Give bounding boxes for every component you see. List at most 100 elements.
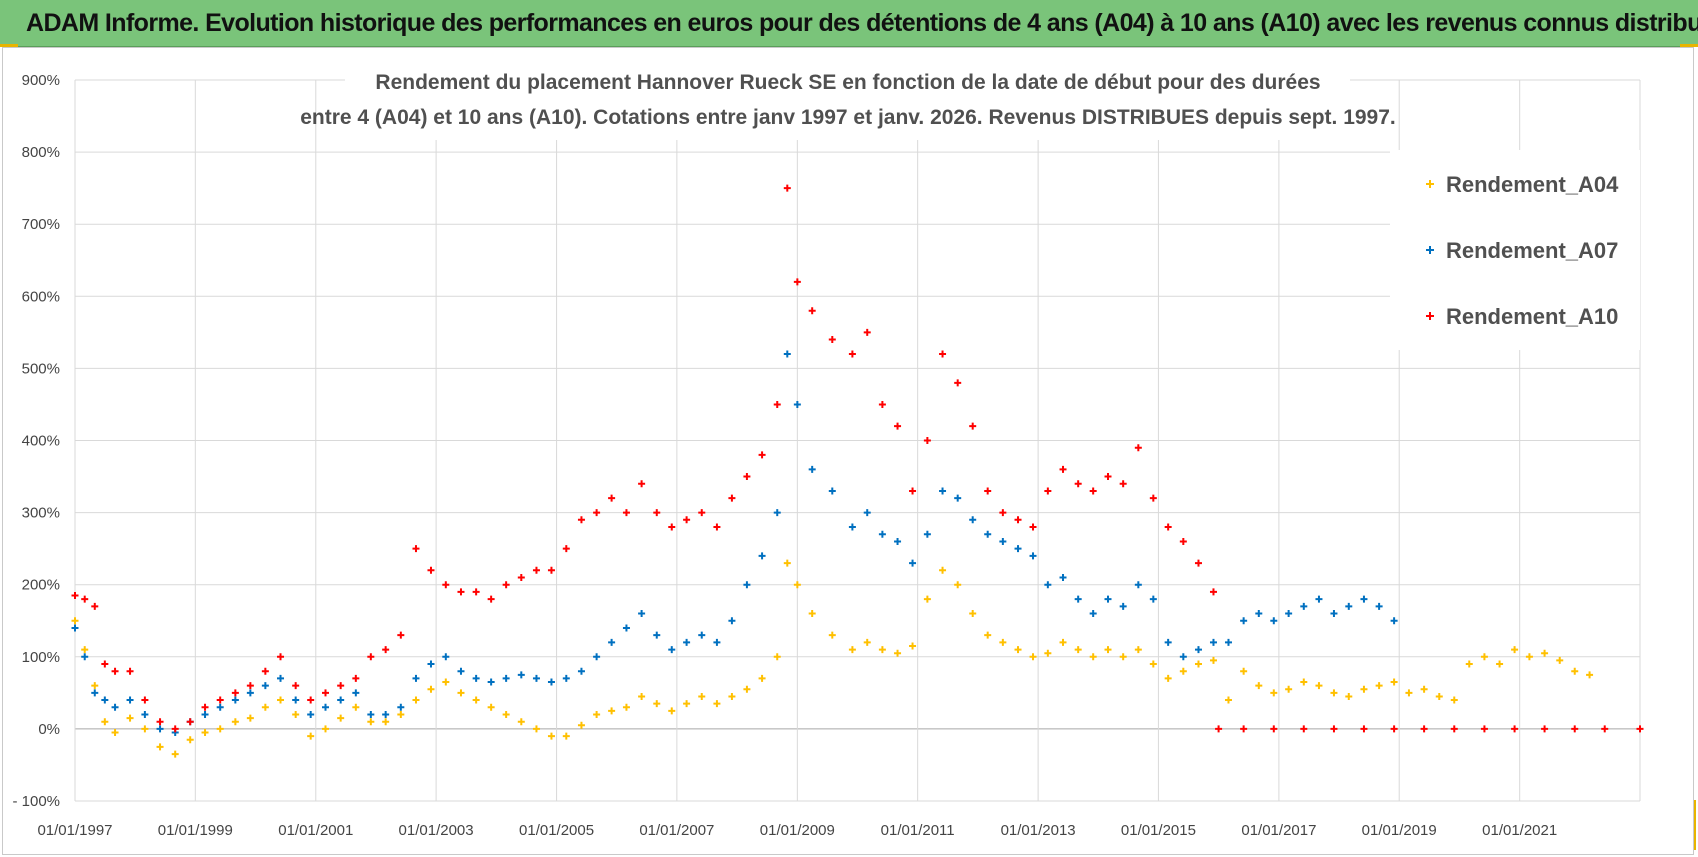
data-point [683, 516, 691, 524]
data-point [713, 523, 721, 531]
data-point [367, 718, 375, 726]
data-point [1541, 649, 1549, 657]
chart-title-line-1: Rendement du placement Hannover Rueck SE… [375, 71, 1320, 94]
data-point [1360, 725, 1368, 733]
data-point [1164, 638, 1172, 646]
x-tick-label: 01/01/2021 [1482, 822, 1557, 839]
x-tick-label: 01/01/1997 [37, 822, 112, 839]
data-point [171, 725, 179, 733]
data-point [352, 703, 360, 711]
data-point [793, 278, 801, 286]
data-point [1044, 487, 1052, 495]
data-point [1164, 523, 1172, 531]
data-point [1014, 545, 1022, 553]
data-point [878, 400, 886, 408]
data-point [71, 592, 79, 600]
data-point [397, 631, 405, 639]
data-point [939, 566, 947, 574]
data-point [472, 696, 480, 704]
data-point [863, 328, 871, 336]
data-point [292, 682, 300, 690]
data-point [954, 494, 962, 502]
x-tick-label: 01/01/2001 [278, 822, 353, 839]
data-point [848, 646, 856, 654]
data-point [713, 638, 721, 646]
data-point [1179, 667, 1187, 675]
x-axis: 01/01/1997 01/01/1999 01/01/2001 01/01/2003… [37, 822, 1557, 839]
x-tick-label: 01/01/2019 [1362, 822, 1437, 839]
data-point [71, 624, 79, 632]
data-point [1134, 581, 1142, 589]
data-point [743, 581, 751, 589]
data-point [277, 674, 285, 682]
data-point [457, 667, 465, 675]
data-point [412, 674, 420, 682]
data-point [201, 729, 209, 737]
data-points [71, 184, 1644, 758]
data-point [1420, 685, 1428, 693]
data-point [156, 725, 164, 733]
data-point [828, 487, 836, 495]
data-point [1315, 595, 1323, 603]
data-point [352, 689, 360, 697]
data-point [101, 660, 109, 668]
data-point [1345, 602, 1353, 610]
data-point [81, 595, 89, 603]
data-point [863, 638, 871, 646]
data-point [783, 350, 791, 358]
data-point [1179, 537, 1187, 545]
data-point [1059, 638, 1067, 646]
data-point [412, 545, 420, 553]
y-tick-label: 200% [22, 577, 60, 594]
x-tick-label: 01/01/1999 [158, 822, 233, 839]
data-point [1270, 689, 1278, 697]
data-point [1224, 696, 1232, 704]
data-point [1044, 649, 1052, 657]
data-point [638, 692, 646, 700]
data-point [547, 566, 555, 574]
chart-title-line-2: entre 4 (A04) et 10 ans (A10). Cotations… [300, 106, 1396, 129]
data-point [793, 400, 801, 408]
data-point [246, 689, 254, 697]
data-point [894, 649, 902, 657]
x-tick-label: 01/01/2017 [1241, 822, 1316, 839]
data-point [1164, 674, 1172, 682]
data-point [532, 674, 540, 682]
series-rendement-a07 [71, 350, 1398, 737]
data-point [984, 631, 992, 639]
data-point [828, 631, 836, 639]
y-tick-label: 100% [22, 649, 60, 666]
x-tick-label: 01/01/2011 [881, 822, 955, 839]
data-point [442, 678, 450, 686]
data-point [547, 732, 555, 740]
data-point [863, 509, 871, 517]
data-point [1149, 494, 1157, 502]
data-point [1255, 682, 1263, 690]
data-point [156, 718, 164, 726]
data-point [1405, 689, 1413, 697]
data-point [1074, 646, 1082, 654]
data-point [969, 516, 977, 524]
data-point [638, 480, 646, 488]
data-point [894, 422, 902, 430]
data-point [186, 718, 194, 726]
data-point [1059, 465, 1067, 473]
data-point [653, 631, 661, 639]
data-point [608, 638, 616, 646]
data-point [1390, 678, 1398, 686]
data-point [923, 437, 931, 444]
data-point [216, 703, 224, 711]
data-point [1360, 595, 1368, 603]
data-point [1014, 646, 1022, 654]
legend-label: Rendement_A10 [1446, 304, 1618, 329]
data-point [1119, 602, 1127, 610]
data-point [517, 718, 525, 726]
data-point [231, 689, 239, 697]
data-point [502, 581, 510, 589]
data-point [848, 350, 856, 358]
data-point [828, 336, 836, 344]
data-point [261, 703, 269, 711]
data-point [412, 696, 420, 704]
data-point [773, 509, 781, 517]
data-point [1179, 653, 1187, 661]
